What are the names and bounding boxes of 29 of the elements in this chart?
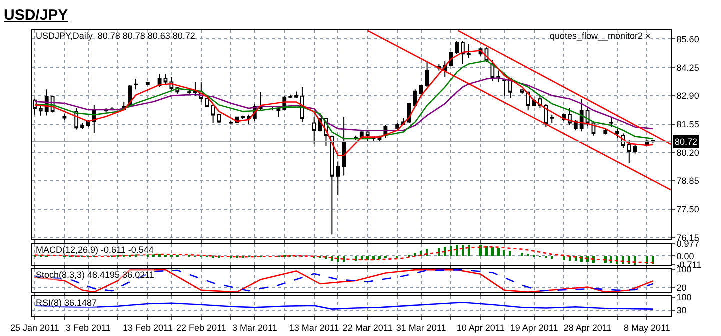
x-tick-label: 3 Mar 2011: [232, 322, 278, 333]
chart-title: USD/JPY: [4, 7, 68, 24]
x-tick-label: 31 Mar 2011: [396, 322, 446, 333]
y-tick-label: 100: [676, 292, 692, 303]
x-tick-label: 19 Apr 2011: [510, 322, 558, 333]
x-tick-label: 8 May 2011: [624, 322, 670, 333]
y-tick-label: 81.55: [676, 119, 700, 130]
x-tick-label: 22 Mar 2011: [342, 322, 393, 333]
annotation: RSI(8) 36.1487: [36, 298, 98, 308]
y-tick-label: 77.50: [676, 204, 700, 215]
x-tick-label: 13 Feb 2011: [122, 322, 173, 333]
y-tick-label: 0.00: [676, 251, 694, 262]
x-tick-label: 13 Mar 2011: [289, 322, 340, 333]
y-tick-label: 78.85: [676, 176, 700, 186]
y-tick-label: 82.90: [676, 91, 700, 102]
y-tick-label: 30: [676, 306, 687, 316]
annotation: quotes_flow__monitor2 ×: [550, 31, 651, 41]
y-tick-label: 85.60: [676, 34, 700, 44]
x-tick-label: 22 Feb 2011: [176, 322, 226, 333]
x-tick-label: 28 Apr 2011: [564, 322, 612, 333]
annotation: USDJPY,Daily 80.78 80.78 80.63 80.72: [36, 31, 196, 41]
y-tick-label: 20: [676, 282, 687, 293]
y-tick-label: 84.25: [676, 62, 700, 73]
x-tick-label: 10 Apr 2011: [456, 322, 505, 333]
x-tick-label: 3 Feb 2011: [66, 322, 111, 333]
ref-line-label: 80.72: [675, 137, 698, 147]
y-tick-label: 80.20: [676, 148, 700, 158]
annotation: MACD(12,26,9) -0.611 -0.544: [36, 245, 154, 255]
x-tick-label: 25 Jan 2011: [10, 322, 60, 333]
